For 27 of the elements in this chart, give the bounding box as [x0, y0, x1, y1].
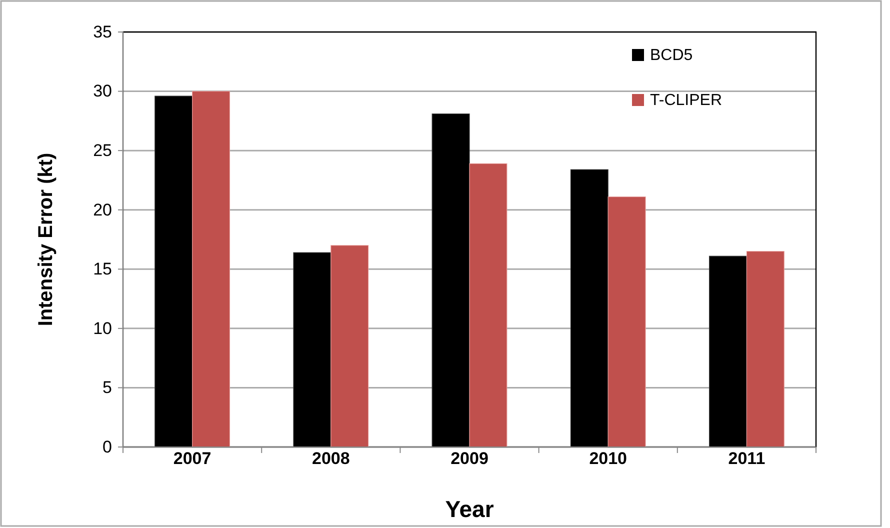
- y-tick-label: 5: [102, 378, 112, 398]
- legend-label: BCD5: [650, 47, 693, 64]
- y-tick-label: 30: [93, 82, 112, 101]
- bar: [608, 196, 646, 448]
- bar: [293, 252, 332, 448]
- x-tick-label: 2008: [312, 449, 350, 468]
- y-tick-label: 0: [102, 437, 112, 456]
- y-tick-label: 20: [93, 200, 112, 220]
- bar: [330, 245, 369, 448]
- x-tick-label: 2010: [589, 449, 628, 468]
- y-tick-label: 15: [93, 260, 112, 279]
- y-tick-label: 10: [93, 318, 112, 338]
- y-tick-label: 25: [93, 141, 112, 160]
- x-axis-title: Year: [445, 496, 494, 522]
- bar: [708, 256, 747, 448]
- bar: [154, 96, 193, 448]
- bar: [746, 251, 784, 448]
- y-tick-label: 35: [93, 22, 112, 42]
- legend-label: T-CLIPER: [650, 92, 722, 109]
- bar: [432, 114, 470, 448]
- x-tick-label: 2007: [173, 449, 212, 468]
- bar: [469, 163, 508, 448]
- x-tick-label: 2011: [728, 449, 766, 468]
- bar: [570, 169, 608, 448]
- bar: [192, 90, 230, 448]
- y-axis-title: Intensity Error (kt): [35, 152, 57, 326]
- x-tick-label: 2009: [450, 449, 488, 468]
